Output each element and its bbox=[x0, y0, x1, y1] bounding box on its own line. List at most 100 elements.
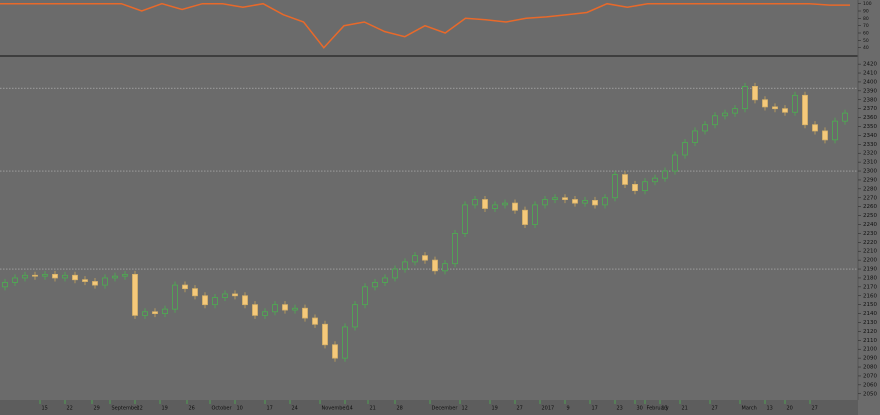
y-tick-label: 2380 bbox=[863, 97, 877, 103]
candle-body bbox=[92, 281, 98, 286]
candle-body bbox=[722, 112, 728, 117]
candle-body bbox=[662, 170, 668, 179]
candle-body bbox=[792, 94, 798, 113]
candle-body bbox=[692, 130, 698, 143]
y-tick-label: 2250 bbox=[863, 213, 877, 219]
candle-body bbox=[782, 108, 788, 113]
y-tick-label: 2050 bbox=[863, 391, 877, 397]
x-tick-label: March bbox=[742, 406, 757, 412]
candle-body bbox=[212, 297, 218, 306]
candle-body bbox=[802, 94, 808, 126]
candle-body bbox=[832, 120, 838, 141]
candle-body bbox=[72, 274, 78, 281]
candle-body bbox=[12, 277, 18, 283]
x-tick-label: 19 bbox=[492, 406, 498, 412]
y-tick-label: 2290 bbox=[863, 177, 877, 183]
candle-body bbox=[502, 202, 508, 206]
y-tick-label: 2320 bbox=[863, 151, 877, 157]
candle-body bbox=[372, 281, 378, 288]
y-tick-label: 2330 bbox=[863, 142, 877, 148]
y-tick-label: 100 bbox=[863, 1, 872, 7]
candle-body bbox=[652, 177, 658, 183]
y-tick-label: 2190 bbox=[863, 267, 877, 273]
x-tick-label: 27 bbox=[517, 406, 523, 412]
x-tick-label: 15 bbox=[42, 406, 48, 412]
y-tick-label: 2060 bbox=[863, 382, 877, 388]
y-tick-label: 2260 bbox=[863, 204, 877, 210]
y-tick-label: 2090 bbox=[863, 356, 877, 362]
y-tick-label: 2130 bbox=[863, 320, 877, 326]
candle-body bbox=[442, 263, 448, 272]
y-tick-label: 90 bbox=[863, 9, 869, 15]
candle-body bbox=[742, 86, 748, 110]
y-tick-label: 2270 bbox=[863, 195, 877, 201]
x-tick-label: 21 bbox=[682, 406, 688, 412]
candle-body bbox=[772, 106, 778, 110]
y-tick-label: 2360 bbox=[863, 115, 877, 121]
x-tick-label: 29 bbox=[94, 406, 100, 412]
y-tick-label: 2220 bbox=[863, 240, 877, 246]
candle-body bbox=[432, 259, 438, 272]
candle-body bbox=[262, 311, 268, 316]
candle-body bbox=[702, 124, 708, 132]
x-tick-label: 20 bbox=[787, 406, 793, 412]
candle-body bbox=[352, 304, 358, 328]
candle-body bbox=[122, 273, 128, 277]
candle-body bbox=[302, 307, 308, 319]
candle-body bbox=[342, 326, 348, 359]
x-tick-label: 27 bbox=[712, 406, 718, 412]
candle-body bbox=[292, 307, 298, 311]
candle-body bbox=[252, 304, 258, 316]
candle-body bbox=[392, 268, 398, 279]
y-tick-label: 60 bbox=[863, 31, 869, 37]
x-tick-label: December bbox=[432, 406, 459, 412]
candle-body bbox=[822, 130, 828, 141]
x-tick-label: 17 bbox=[267, 406, 273, 412]
candle-body bbox=[552, 197, 558, 200]
y-tick-label: 2140 bbox=[863, 311, 877, 317]
y-tick-label: 2310 bbox=[863, 160, 877, 166]
candle-body bbox=[362, 286, 368, 306]
candle-body bbox=[2, 281, 8, 288]
candle-body bbox=[102, 277, 108, 286]
candle-body bbox=[402, 261, 408, 270]
y-tick-label: 2180 bbox=[863, 275, 877, 281]
candle-body bbox=[282, 304, 288, 311]
y-tick-label: 2240 bbox=[863, 222, 877, 228]
candle-body bbox=[842, 112, 848, 122]
candle-body bbox=[582, 200, 588, 204]
x-tick-label: 24 bbox=[292, 406, 298, 412]
candle-body bbox=[462, 204, 468, 234]
candle-body bbox=[142, 311, 148, 316]
candle-body bbox=[162, 308, 168, 314]
candle-body bbox=[312, 317, 318, 325]
candle-body bbox=[22, 274, 28, 279]
y-tick-label: 2410 bbox=[863, 71, 877, 77]
x-tick-label: 13 bbox=[767, 406, 773, 412]
candle-body bbox=[152, 311, 158, 314]
x-tick-label: November bbox=[322, 406, 349, 412]
y-tick-label: 80 bbox=[863, 16, 869, 22]
candle-body bbox=[672, 154, 678, 172]
candle-body bbox=[592, 200, 598, 206]
y-tick-label: 2230 bbox=[863, 231, 877, 237]
candle-body bbox=[332, 344, 338, 359]
candle-body bbox=[232, 293, 238, 297]
candle-body bbox=[712, 115, 718, 126]
candle-body bbox=[512, 202, 518, 211]
y-tick-label: 2070 bbox=[863, 373, 877, 379]
y-tick-label: 40 bbox=[863, 45, 869, 51]
y-tick-label: 2200 bbox=[863, 258, 877, 264]
candle-body bbox=[202, 295, 208, 306]
candle-body bbox=[322, 323, 328, 346]
x-tick-label: 19 bbox=[162, 406, 168, 412]
candle-body bbox=[632, 183, 638, 192]
x-tick-label: 13 bbox=[662, 406, 668, 412]
candle-body bbox=[612, 174, 618, 199]
candle-body bbox=[522, 209, 528, 225]
candle-body bbox=[182, 284, 188, 290]
candle-body bbox=[532, 204, 538, 225]
candle-body bbox=[812, 124, 818, 132]
y-tick-label: 2370 bbox=[863, 106, 877, 112]
y-tick-label: 2100 bbox=[863, 347, 877, 353]
